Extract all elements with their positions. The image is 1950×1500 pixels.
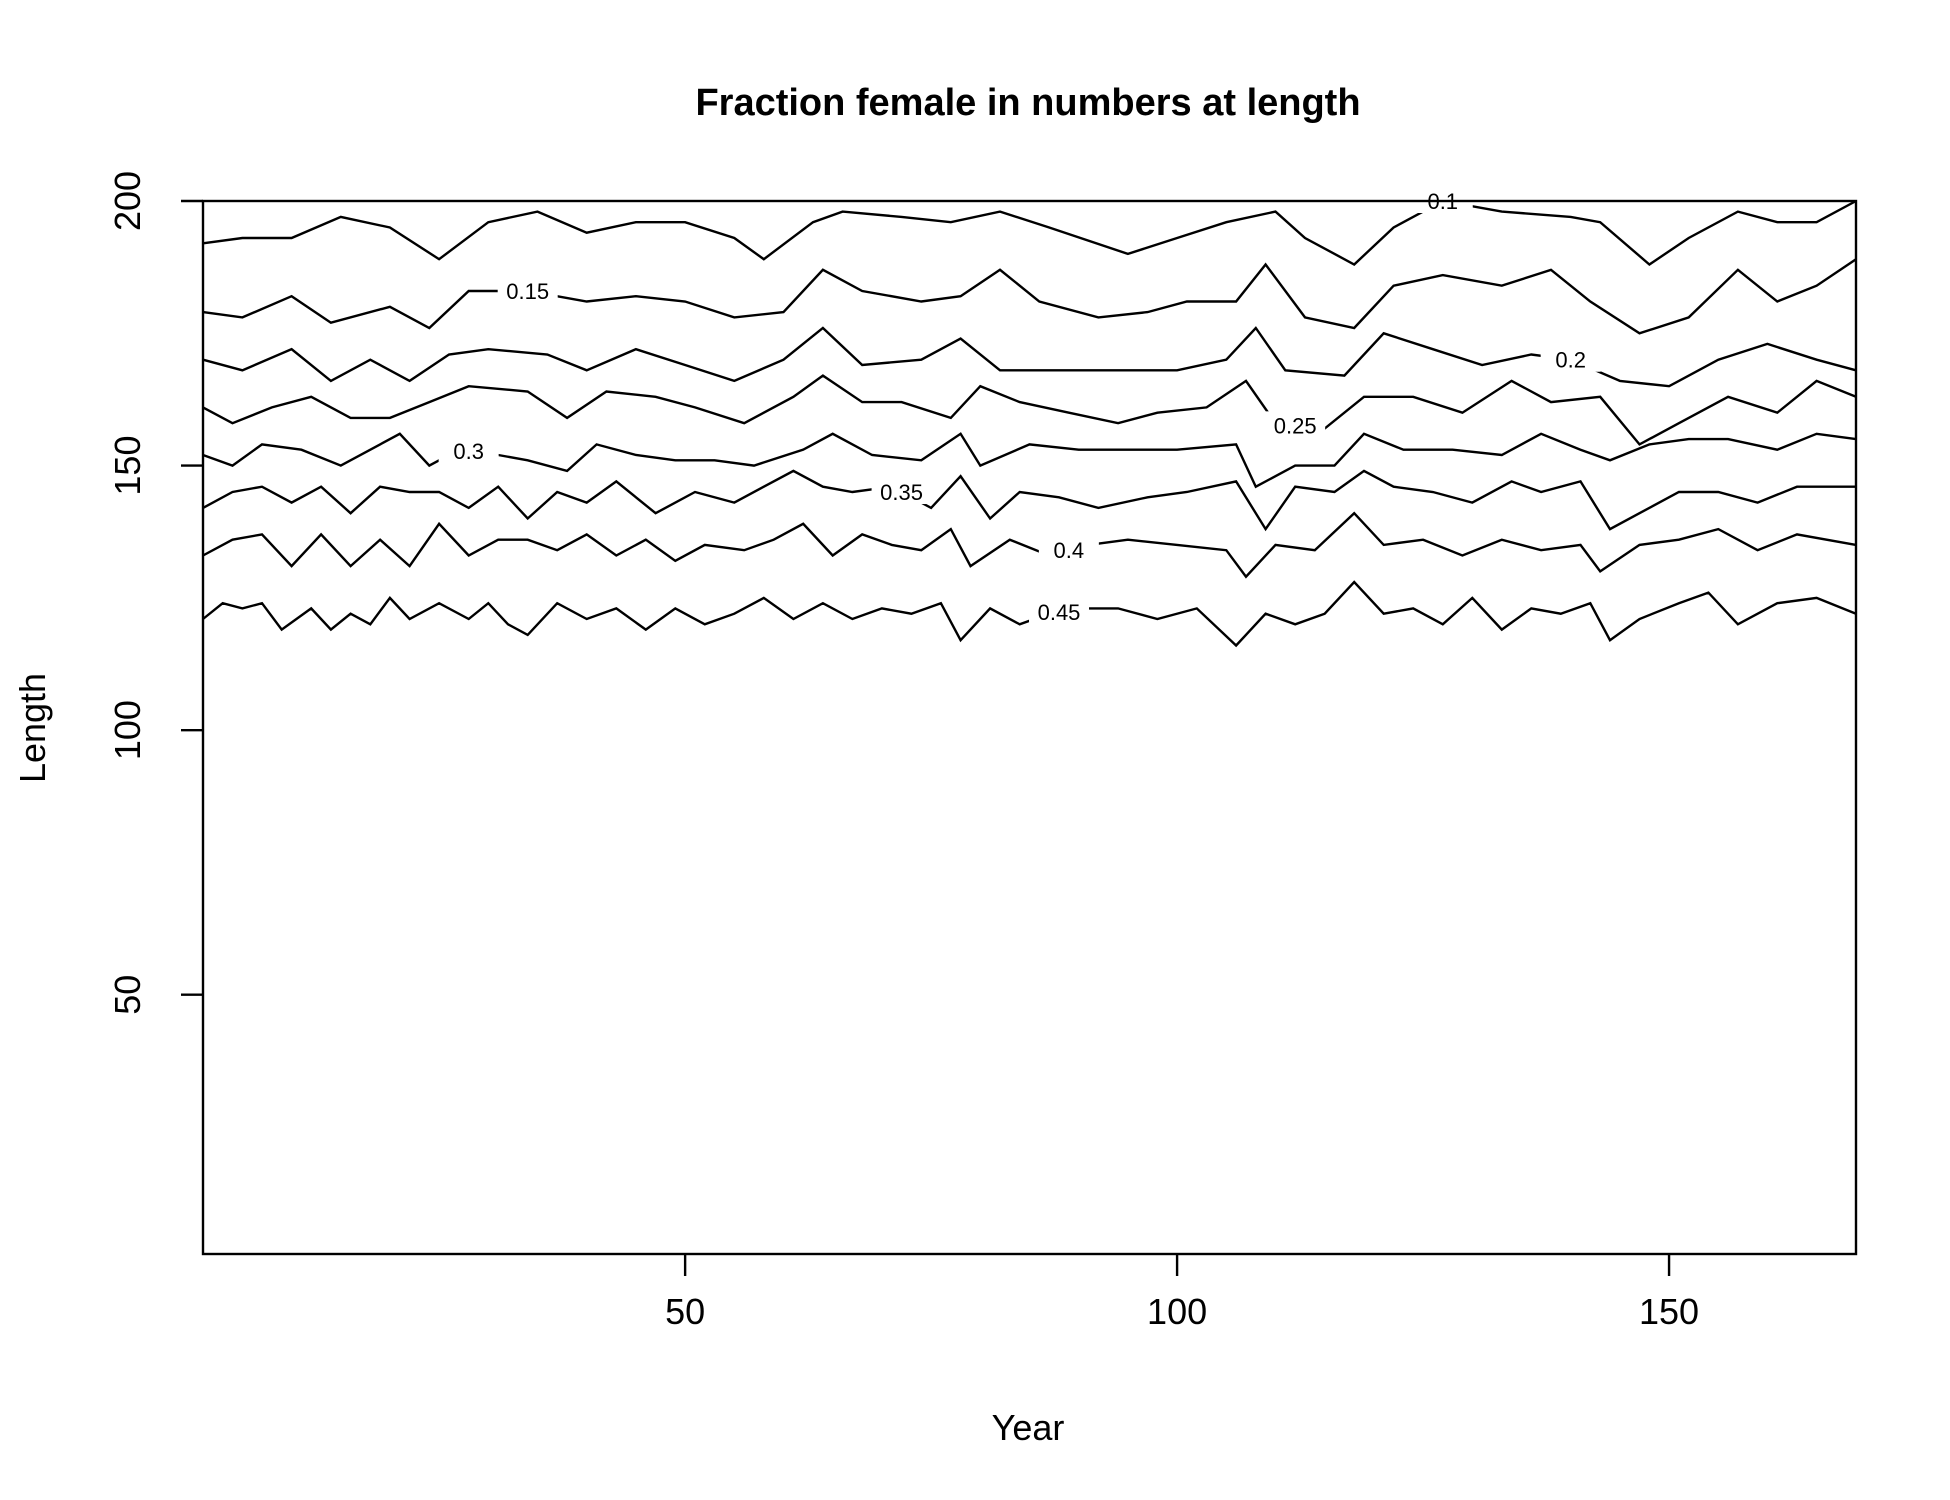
contour-label-bg-0.25 [1265,411,1326,438]
x-tick-label-150: 150 [1639,1291,1699,1332]
y-tick-label-100: 100 [107,700,148,760]
contour-label-bg-0.4 [1038,536,1099,563]
y-axis-label: Length [12,673,53,783]
x-axis-label: Year [992,1407,1065,1448]
contour-label-bg-0.35 [871,478,932,505]
contour-line-0.15 [202,258,1857,335]
contour-label-bg-0.2 [1540,345,1601,372]
contour-line-0.3 [202,432,1857,489]
x-tick-label-50: 50 [665,1291,705,1332]
contour-line-0.1 [202,199,1857,267]
contour-label-0.35: 0.35 [880,480,923,505]
contour-label-0.15: 0.15 [506,279,549,304]
contour-line-0.45 [202,580,1857,648]
y-tick-label-150: 150 [107,436,148,496]
contour-line-0.2 [202,326,1857,388]
chart-title: Fraction female in numbers at length [695,82,1360,124]
contour-label-0.25: 0.25 [1274,413,1317,438]
contour-label-0.2: 0.2 [1555,348,1586,373]
contour-label-0.4: 0.4 [1054,538,1085,563]
y-tick-label-50: 50 [107,975,148,1015]
y-tick-label-200: 200 [107,171,148,231]
plot-frame [201,199,1858,1256]
contour-label-bg-0.3 [438,437,499,464]
contour-label-bg-0.15 [497,276,558,303]
contour-label-0.3: 0.3 [453,439,484,464]
contour-line-0.25 [202,374,1857,446]
contour-label-0.45: 0.45 [1038,600,1081,625]
contour-line-0.4 [202,511,1857,579]
contour-line-0.35 [202,469,1856,532]
x-tick-label-100: 100 [1147,1291,1207,1332]
contour-label-bg-0.45 [1029,597,1090,624]
